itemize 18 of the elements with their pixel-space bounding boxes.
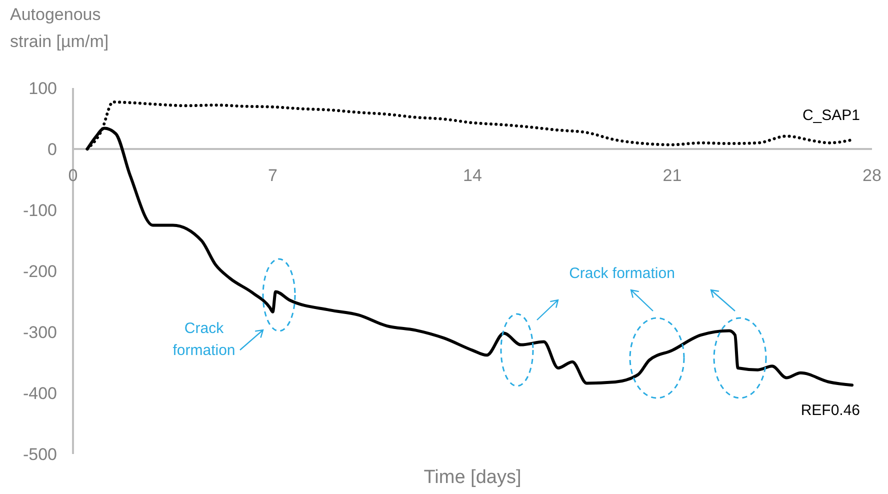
y-tick-label: -200 bbox=[22, 262, 57, 281]
x-tick-label: 28 bbox=[862, 166, 882, 185]
x-tick-label: 7 bbox=[268, 166, 278, 185]
y-tick-label: -500 bbox=[22, 444, 57, 464]
series-label: C_SAP1 bbox=[802, 106, 860, 124]
y-tick-label: 100 bbox=[28, 78, 57, 98]
annotation: Crack formation bbox=[172, 320, 236, 359]
y-tick-label: -100 bbox=[22, 200, 57, 220]
y-tick-label: 0 bbox=[48, 140, 57, 159]
y-tick-label: -400 bbox=[22, 384, 57, 403]
annotation: Crack formation bbox=[569, 265, 675, 282]
x-tick-label: 14 bbox=[463, 166, 482, 185]
x-axis-title: Time [days] bbox=[424, 467, 522, 488]
x-tick-label: 21 bbox=[662, 166, 682, 185]
series-label: REF0.46 bbox=[800, 402, 860, 420]
x-tick-label: 0 bbox=[68, 166, 78, 185]
y-axis-title: Autogenous strain [µm/m] bbox=[10, 5, 109, 51]
y-tick-label: -300 bbox=[22, 322, 57, 342]
